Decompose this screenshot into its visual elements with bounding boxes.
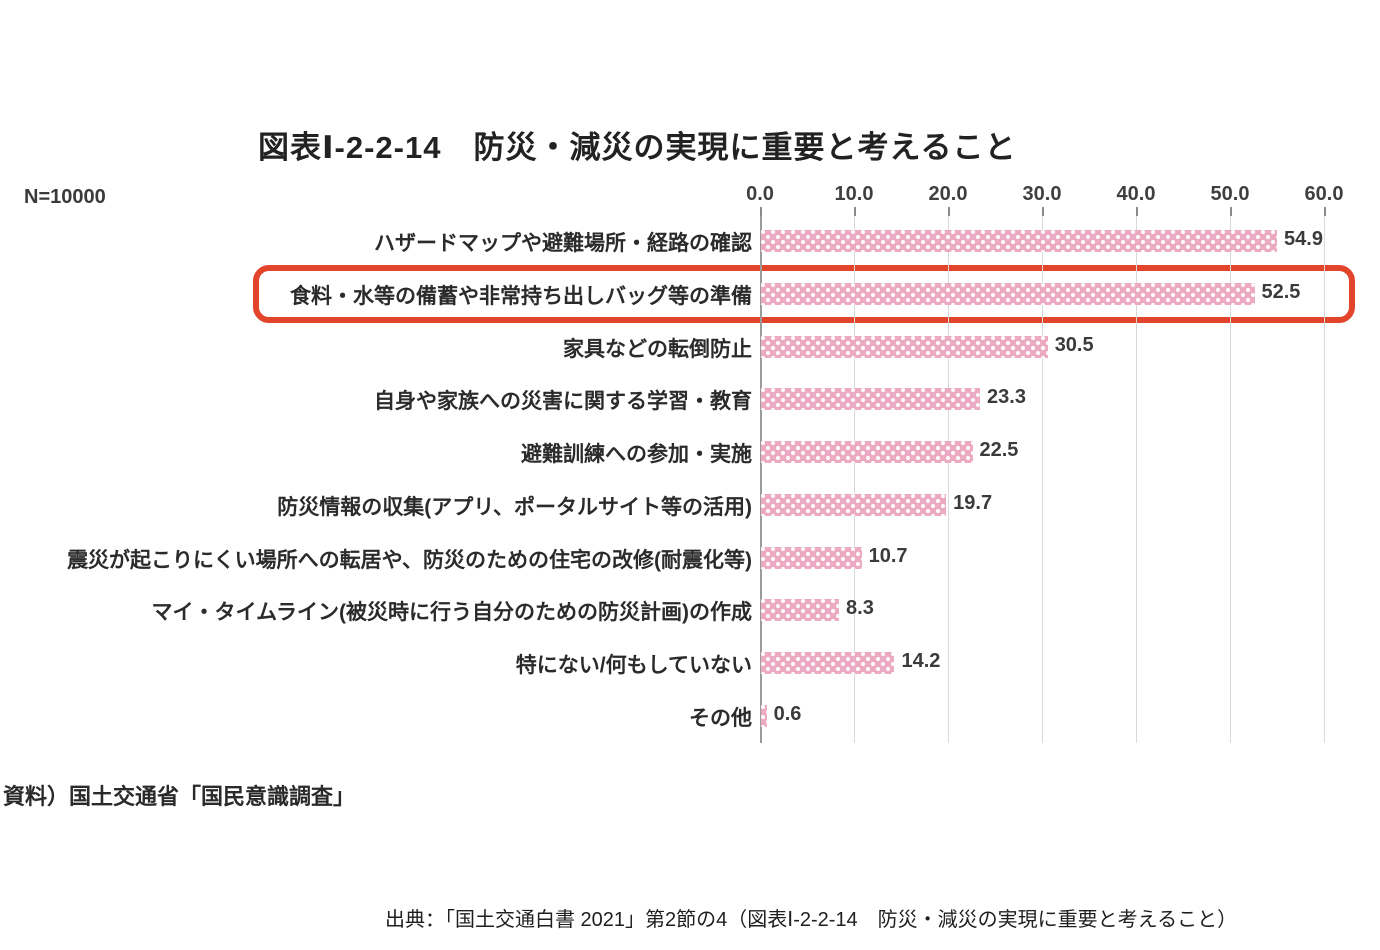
x-tick-label: 60.0 (1304, 183, 1344, 205)
sample-size-label: N=10000 (24, 186, 106, 208)
bar (761, 335, 1048, 358)
value-label: 10.7 (868, 544, 908, 567)
category-label: 避難訓練への参加・実施 (521, 443, 752, 467)
category-label: 特にない/何もしていない (515, 653, 752, 677)
x-tick-mark (948, 207, 950, 216)
x-tick-label: 40.0 (1116, 183, 1156, 205)
value-label: 52.5 (1261, 281, 1301, 304)
category-label: マイ・タイムライン(被災時に行う自分のための防災計画)の作成 (151, 601, 752, 625)
bar (761, 283, 1255, 306)
bar (761, 704, 767, 727)
category-label: ハザードマップや避難場所・経路の確認 (374, 232, 752, 256)
caption: 出典：「国土交通白書 2021」第2節の4（図表Ⅰ-2-2-14 防災・減災の実… (385, 909, 1238, 931)
value-label: 19.7 (953, 491, 993, 514)
category-label: その他 (689, 706, 752, 730)
x-tick-mark (1230, 207, 1232, 216)
value-label: 23.3 (987, 386, 1026, 409)
gridline (1230, 207, 1231, 743)
gridline (1042, 207, 1043, 743)
value-label: 14.2 (901, 649, 941, 672)
highlight-box (253, 265, 1355, 324)
value-label: 54.9 (1284, 228, 1323, 251)
category-label: 自身や家族への災害に関する学習・教育 (374, 390, 752, 414)
y-axis-line (760, 207, 762, 743)
gridline (1324, 207, 1325, 743)
source-note: 資料）国土交通省「国民意識調査」 (3, 784, 356, 809)
value-label: 0.6 (773, 702, 802, 725)
x-tick-label: 20.0 (928, 183, 968, 205)
value-label: 30.5 (1054, 333, 1094, 356)
bar (761, 546, 862, 569)
category-label: 食料・水等の備蓄や非常持ち出しバッグ等の準備 (290, 285, 752, 309)
x-tick-label: 30.0 (1022, 183, 1062, 205)
chart-title: 図表Ⅰ-2-2-14 防災・減災の実現に重要と考えること (258, 130, 1017, 165)
category-label: 震災が起こりにくい場所への転居や、防災のための住宅の改修(耐震化等) (67, 548, 752, 572)
gridline (1136, 207, 1137, 743)
bar (761, 388, 981, 411)
x-tick-mark (760, 207, 762, 216)
value-label: 22.5 (979, 439, 1019, 462)
gridline (948, 207, 949, 743)
x-tick-mark (854, 207, 856, 216)
bar (761, 441, 973, 464)
gridline (854, 207, 855, 743)
x-tick-mark (1136, 207, 1138, 216)
bar (761, 493, 947, 516)
x-tick-label: 10.0 (834, 183, 874, 205)
x-tick-label: 50.0 (1210, 183, 1250, 205)
value-label: 8.3 (846, 597, 874, 620)
bar (761, 230, 1278, 253)
category-label: 家具などの転倒防止 (563, 337, 752, 361)
category-label: 防災情報の収集(アプリ、ポータルサイト等の活用) (277, 495, 752, 519)
x-tick-mark (1324, 207, 1326, 216)
x-tick-label: 0.0 (746, 183, 774, 205)
bar (761, 599, 840, 622)
bar (761, 651, 895, 674)
x-tick-mark (1042, 207, 1044, 216)
